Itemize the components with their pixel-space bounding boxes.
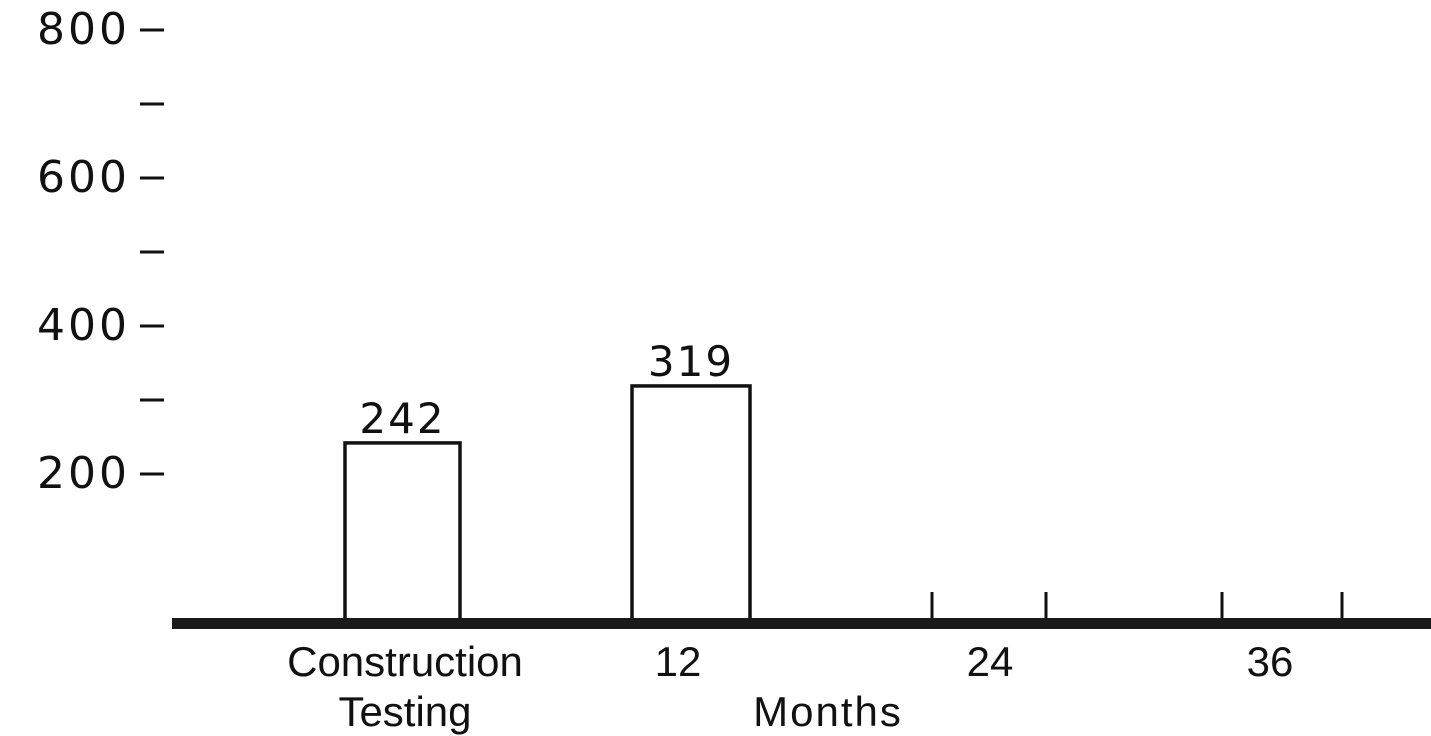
bar (630, 384, 752, 624)
bars: 242 319 (343, 337, 1344, 624)
x-axis: Construction Testing 12 24 36 (172, 618, 1431, 735)
bar-data-label: 319 (648, 337, 734, 386)
y-axis: 200 400 600 800 (37, 4, 164, 499)
x-axis-line (172, 618, 1431, 629)
x-tick-label: 12 (655, 638, 702, 685)
y-tick-label: 400 (37, 300, 130, 351)
y-tick-label: 200 (37, 448, 130, 499)
x-tick-label: 36 (1247, 638, 1294, 685)
bar (343, 441, 462, 624)
x-tick-label: 24 (967, 638, 1014, 685)
x-tick-label: Construction Testing (287, 638, 523, 735)
x-axis-title: Months (753, 688, 903, 735)
y-tick-label: 600 (37, 152, 130, 203)
y-tick-label: 800 (37, 4, 130, 55)
bar-data-label: 242 (359, 394, 445, 443)
